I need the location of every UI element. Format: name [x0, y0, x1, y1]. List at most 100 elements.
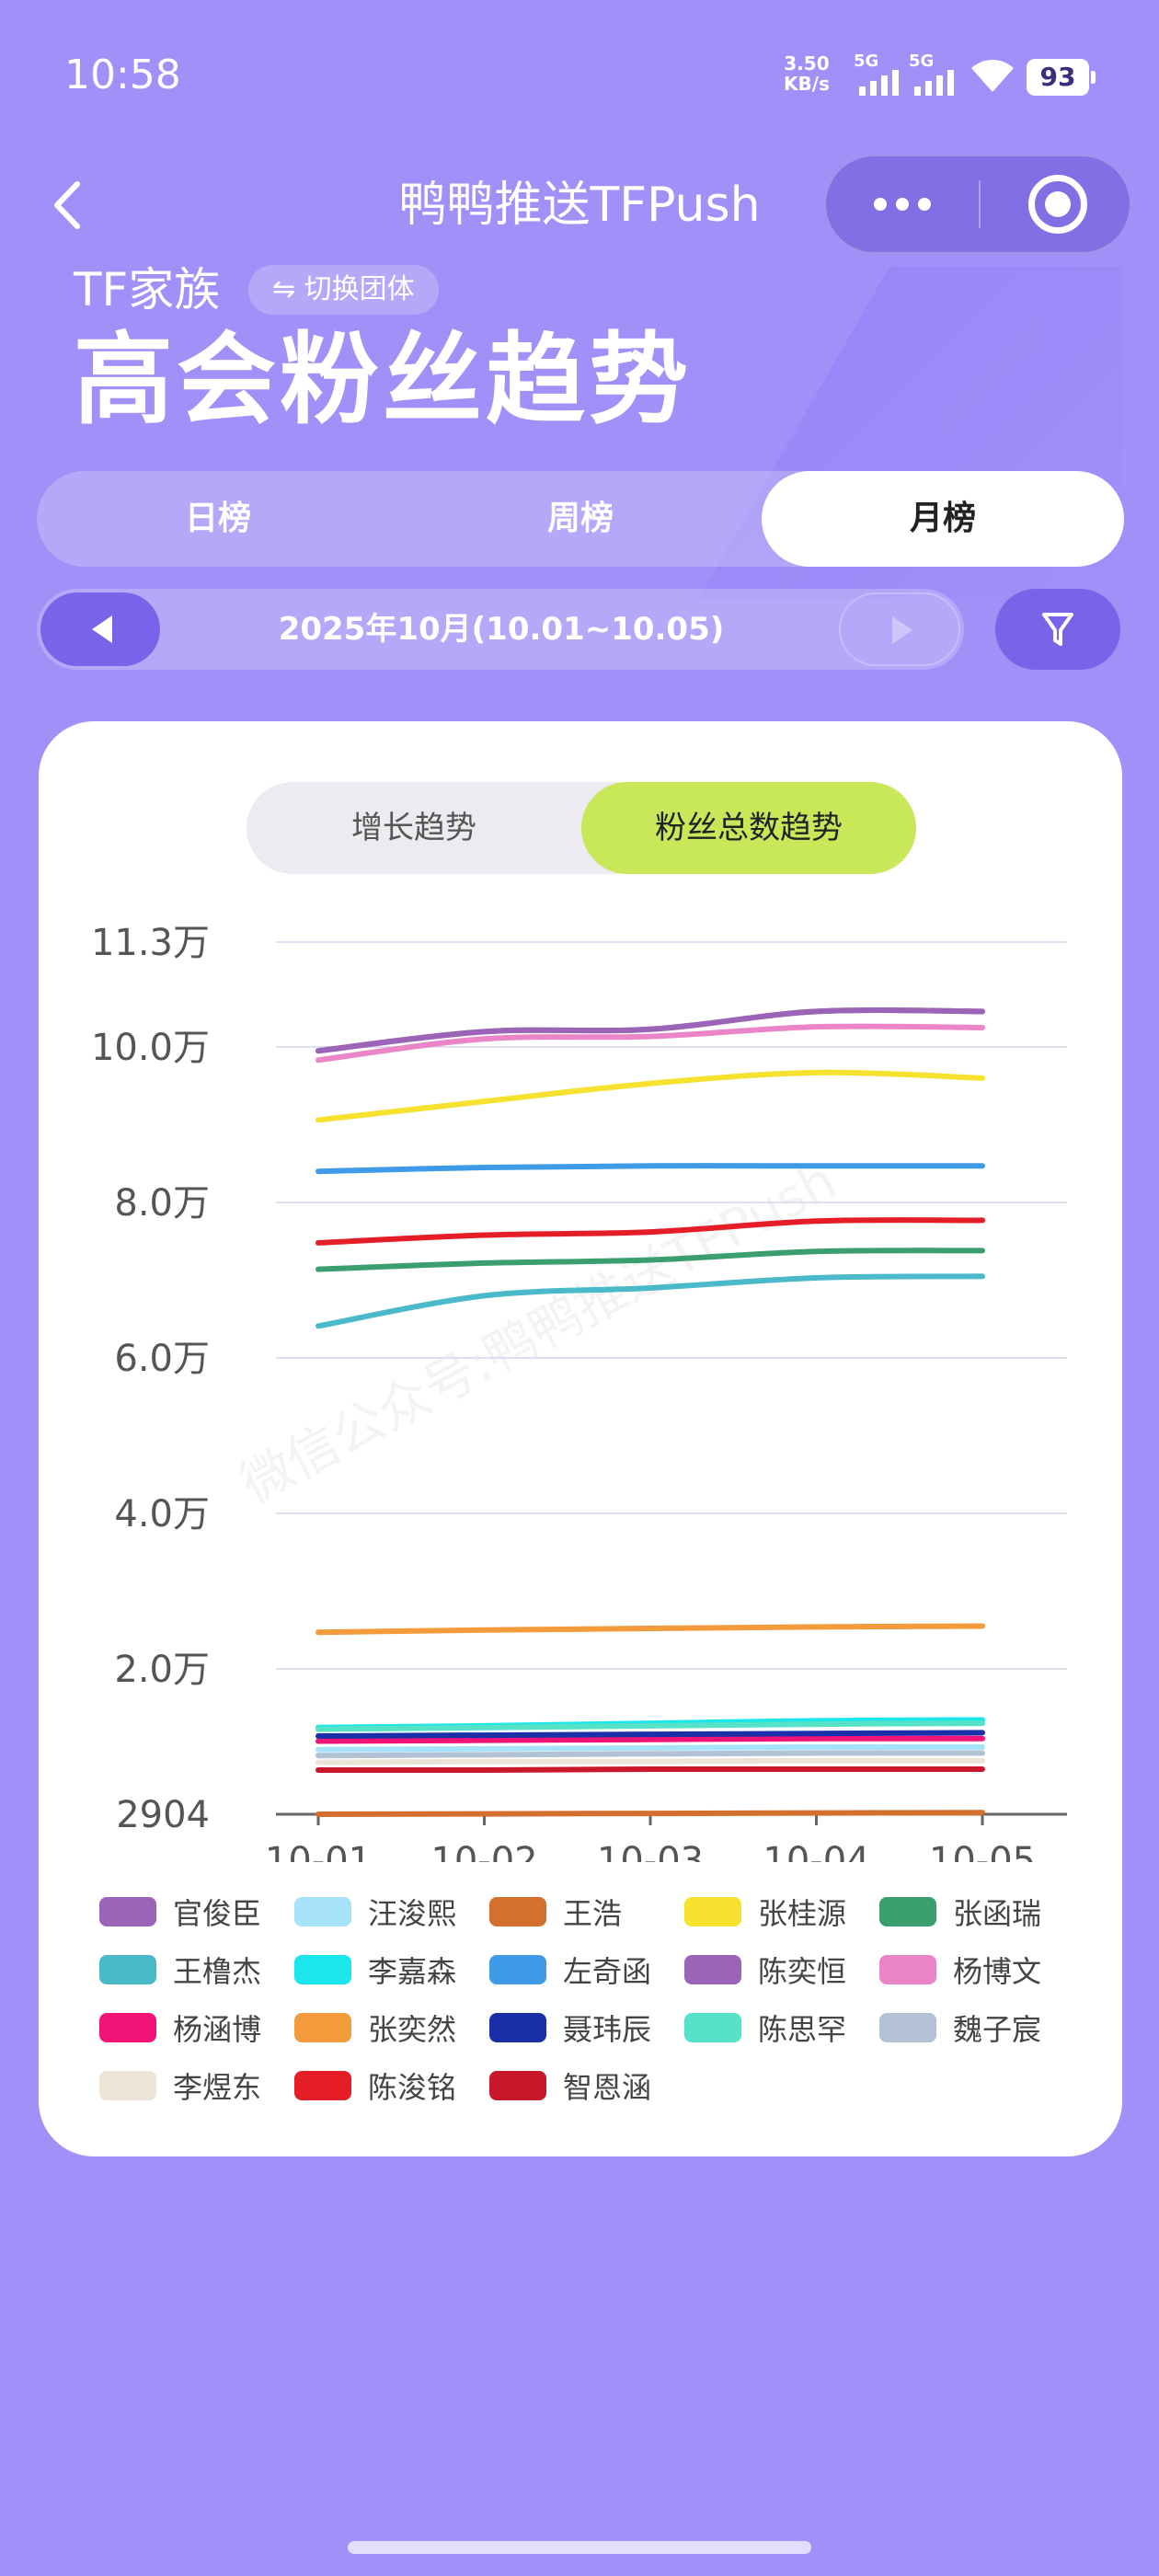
legend-swatch	[489, 2071, 546, 2100]
series-line[interactable]	[316, 1735, 985, 1744]
more-dot-icon	[896, 198, 909, 211]
legend-item[interactable]: 汪浚熙	[294, 1893, 457, 1931]
tab-growth-trend[interactable]: 增长趋势	[351, 810, 476, 846]
filter-icon	[1042, 613, 1073, 646]
legend-item[interactable]: 左奇函	[489, 1951, 651, 1989]
legend-label: 魏子宸	[953, 2012, 1042, 2047]
series-line[interactable]	[316, 1810, 985, 1817]
legend-item[interactable]: 官俊臣	[99, 1893, 262, 1931]
legend-label: 王橹杰	[173, 1954, 262, 1989]
legend-label: 陈奕恒	[758, 1954, 847, 1989]
legend-item[interactable]: 聂玮辰	[489, 2009, 652, 2047]
legend-item[interactable]: 杨博文	[879, 1951, 1042, 1989]
back-icon[interactable]	[44, 175, 90, 236]
legend-item[interactable]: 王浩	[489, 1893, 623, 1931]
legend-item[interactable]: 张函瑞	[879, 1893, 1041, 1931]
legend-label: 杨博文	[953, 1954, 1042, 1989]
legend-label: 张奕然	[368, 2012, 457, 2047]
date-selector: 2025年10月(10.01~10.05)	[37, 589, 964, 670]
series-line[interactable]	[316, 1006, 985, 1054]
signal-icon: 5G	[854, 52, 905, 96]
tab-monthly[interactable]: 月榜	[762, 471, 1124, 567]
close-mini-program-icon[interactable]	[1028, 175, 1087, 234]
legend-item[interactable]: 王橹杰	[99, 1951, 262, 1989]
y-tick-label: 6.0万	[114, 1338, 210, 1380]
legend-swatch	[294, 1897, 351, 1926]
series-line[interactable]	[316, 1750, 985, 1759]
signal-icon: 5G	[909, 52, 960, 96]
legend-label: 杨涵博	[173, 2012, 262, 2047]
legend-swatch	[99, 2013, 156, 2042]
series-line[interactable]	[316, 1023, 985, 1064]
network-speed: 3.50 KB/s	[784, 53, 830, 94]
tab-total-fans-trend[interactable]: 粉丝总数趋势	[581, 782, 916, 874]
x-tick-label: 10-03	[597, 1840, 704, 1862]
legend-label: 陈思罕	[758, 2012, 847, 2047]
legend-swatch	[684, 2013, 741, 2042]
signal-label: 5G	[909, 52, 935, 71]
tab-weekly[interactable]: 周榜	[546, 500, 614, 537]
series-line[interactable]	[316, 1248, 985, 1272]
previous-period-button[interactable]	[40, 592, 160, 666]
series-line[interactable]	[316, 1163, 985, 1175]
tab-daily[interactable]: 日榜	[184, 500, 251, 537]
legend-swatch	[684, 1897, 741, 1926]
legend-swatch	[489, 2013, 546, 2042]
legend-label: 李嘉森	[368, 1954, 457, 1989]
series-line[interactable]	[316, 1757, 985, 1765]
legend-swatch	[879, 1897, 936, 1926]
status-time: 10:58	[64, 52, 181, 98]
series-line[interactable]	[316, 1069, 985, 1123]
legend-label: 官俊臣	[173, 1896, 262, 1931]
legend-label: 张桂源	[758, 1896, 847, 1931]
series-line[interactable]	[316, 1743, 985, 1753]
next-period-button[interactable]	[839, 592, 960, 666]
legend-swatch	[99, 2071, 156, 2100]
network-speed-value: 3.50	[784, 52, 830, 75]
series-line[interactable]	[316, 1623, 985, 1636]
more-button[interactable]	[826, 156, 979, 252]
date-range-label[interactable]: 2025年10月(10.01~10.05)	[278, 611, 725, 648]
trend-type-toggle: 增长趋势 粉丝总数趋势	[247, 782, 916, 874]
legend-swatch	[294, 2013, 351, 2042]
x-tick-label: 10-04	[763, 1840, 869, 1862]
y-tick-label: 8.0万	[114, 1182, 210, 1225]
legend-swatch	[684, 1955, 741, 1984]
legend-item[interactable]: 智恩涵	[489, 2067, 651, 2105]
legend-swatch	[489, 1955, 546, 1984]
legend-item[interactable]: 杨涵博	[99, 2009, 262, 2047]
home-indicator	[348, 2541, 811, 2554]
x-tick-label: 10-02	[430, 1840, 537, 1862]
x-tick-label: 10-01	[265, 1840, 372, 1862]
legend-swatch	[99, 1897, 156, 1926]
series-line[interactable]	[316, 1720, 985, 1732]
legend-swatch	[879, 2013, 936, 2042]
legend-item[interactable]: 李煜东	[99, 2067, 261, 2105]
series-line[interactable]	[316, 1765, 985, 1774]
legend-item[interactable]: 魏子宸	[879, 2009, 1042, 2047]
network-speed-unit: KB/s	[784, 73, 830, 95]
legend-label: 聂玮辰	[563, 2012, 652, 2047]
legend-item[interactable]: 张桂源	[684, 1893, 847, 1931]
series-line[interactable]	[316, 1217, 985, 1246]
fans-trend-chart[interactable]: 2904 2.0万 4.0万 6.0万 8.0万 10.0万 11.3万 10-01 10-02…	[39, 905, 1122, 1862]
filter-button[interactable]	[995, 589, 1120, 670]
legend-item[interactable]: 陈思罕	[684, 2009, 847, 2047]
battery-icon: 93	[1027, 59, 1096, 96]
legend-item[interactable]: 张奕然	[294, 2009, 457, 2047]
legend-swatch	[294, 1955, 351, 1984]
legend-item[interactable]: 陈浚铭	[294, 2067, 456, 2105]
legend-item[interactable]: 陈奕恒	[684, 1951, 847, 1989]
chart-card: 增长趋势 粉丝总数趋势 微信公众号:鸭鸭推送TFPush 2904 2.0万 4.0…	[39, 721, 1122, 2156]
series-line[interactable]	[316, 1730, 985, 1740]
legend-item[interactable]: 李嘉森	[294, 1951, 457, 1989]
caret-left-icon	[92, 615, 112, 643]
switch-group-button[interactable]: ⇋ 切换团体	[248, 265, 439, 315]
caret-right-icon	[892, 616, 912, 644]
page-title: 高会粉丝趋势	[74, 323, 693, 438]
status-bar: 10:58 3.50 KB/s 5G 5G 93	[0, 0, 1159, 147]
legend-label: 王浩	[563, 1896, 623, 1931]
mini-program-capsule	[824, 155, 1131, 254]
legend-label: 汪浚熙	[368, 1896, 457, 1931]
series-line[interactable]	[316, 1273, 985, 1329]
